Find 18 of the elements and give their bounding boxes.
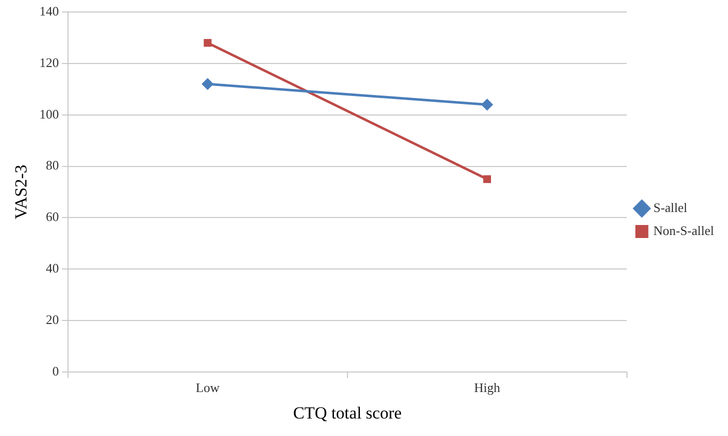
legend-label: Non-S-allel	[653, 222, 714, 238]
y-tick-label: 40	[46, 260, 59, 276]
y-tick-label: 60	[46, 209, 59, 224]
point	[202, 78, 214, 90]
point	[483, 175, 491, 184]
point	[204, 38, 212, 47]
y-tick-label: 100	[39, 106, 59, 122]
y-axis-title: VAS2-3	[12, 164, 31, 220]
y-tick-label: 0	[52, 363, 59, 378]
x-tick-label: High	[474, 380, 501, 396]
y-tick-label: 80	[46, 158, 59, 173]
point	[481, 98, 494, 111]
y-tick-label: 120	[39, 54, 59, 70]
y-tick-label: 20	[46, 312, 59, 327]
x-tick-label: Low	[196, 380, 220, 396]
legend-label: S-allel	[653, 200, 688, 215]
y-tick-label: 140	[39, 3, 59, 18]
x-axis-title: CTQ total score	[293, 403, 402, 422]
